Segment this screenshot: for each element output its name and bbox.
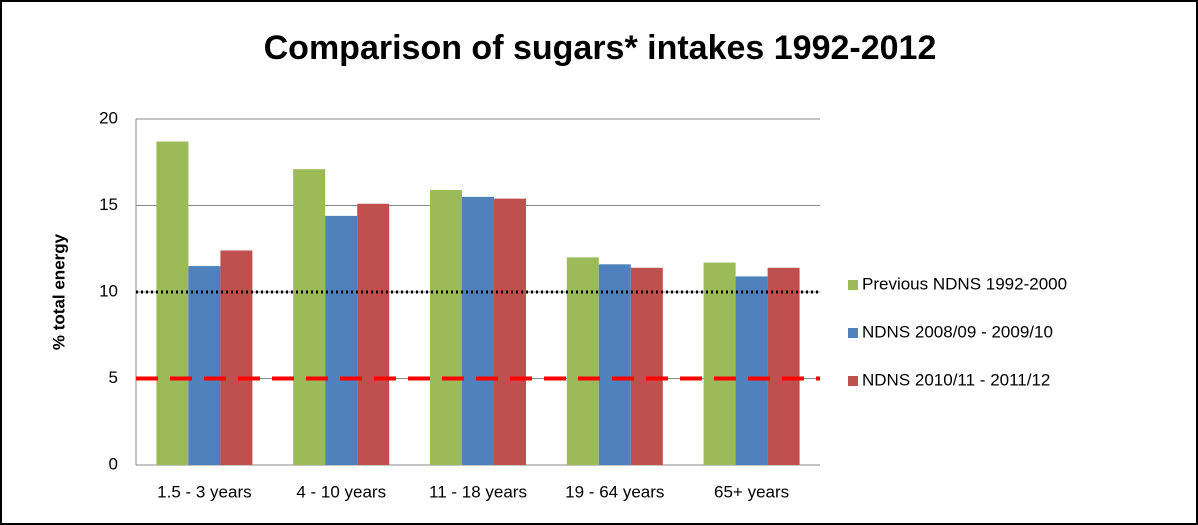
legend-label: Previous NDNS 1992-2000 — [862, 274, 1067, 293]
bar — [630, 267, 663, 465]
bar — [767, 267, 800, 465]
y-tick-label: 5 — [109, 368, 118, 387]
bar — [566, 257, 599, 465]
bar — [220, 250, 253, 465]
bar — [703, 262, 736, 465]
bar — [735, 276, 768, 465]
bar — [293, 169, 326, 466]
bar — [156, 141, 189, 466]
legend-swatch — [848, 376, 858, 386]
bar — [188, 266, 221, 465]
y-tick-label: 20 — [99, 108, 118, 127]
legend-label: NDNS 2010/11 - 2011/12 — [862, 370, 1050, 389]
y-tick-label: 0 — [109, 454, 118, 473]
legend-swatch — [848, 280, 858, 290]
legend-label: NDNS 2008/09 - 2009/10 — [862, 322, 1053, 341]
x-tick-label: 1.5 - 3 years — [157, 482, 252, 501]
y-tick-label: 10 — [99, 281, 118, 300]
x-tick-label: 65+ years — [714, 482, 789, 501]
legend-swatch — [848, 328, 858, 338]
bar — [598, 264, 631, 465]
x-tick-label: 19 - 64 years — [565, 482, 664, 501]
x-tick-label: 4 - 10 years — [296, 482, 386, 501]
y-tick-label: 15 — [99, 195, 118, 214]
x-tick-label: 11 - 18 years — [429, 482, 527, 501]
bar — [494, 198, 526, 465]
bar — [462, 196, 494, 465]
bar — [430, 189, 462, 465]
bar — [357, 203, 390, 465]
bar — [325, 215, 358, 465]
y-axis-label: % total energy — [49, 233, 68, 350]
chart-title: Comparison of sugars* intakes 1992-2012 — [264, 29, 937, 67]
